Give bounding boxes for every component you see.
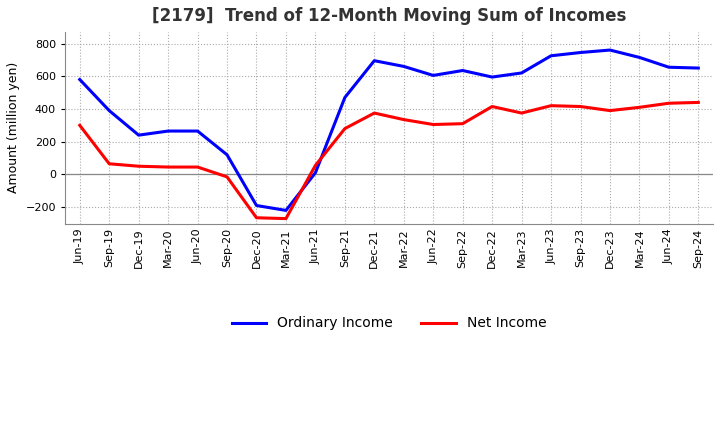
Net Income [252,215,261,220]
Title: [2179]  Trend of 12-Month Moving Sum of Incomes: [2179] Trend of 12-Month Moving Sum of I… [152,7,626,25]
Y-axis label: Amount (million yen): Amount (million yen) [7,62,20,194]
Ordinary Income [252,203,261,208]
Ordinary Income [606,48,614,53]
Net Income [76,123,84,128]
Ordinary Income [635,55,644,60]
Net Income [606,108,614,113]
Net Income [517,110,526,116]
Ordinary Income [222,152,231,158]
Ordinary Income [429,73,438,78]
Net Income [311,163,320,168]
Ordinary Income [282,208,290,213]
Net Income [694,100,703,105]
Ordinary Income [400,64,408,69]
Ordinary Income [694,66,703,71]
Ordinary Income [370,58,379,63]
Ordinary Income [341,95,349,100]
Ordinary Income [135,132,143,138]
Net Income [400,117,408,122]
Net Income [546,103,555,108]
Legend: Ordinary Income, Net Income: Ordinary Income, Net Income [226,311,552,336]
Net Income [341,126,349,131]
Net Income [665,101,673,106]
Line: Net Income: Net Income [80,103,698,219]
Ordinary Income [76,77,84,82]
Net Income [135,164,143,169]
Ordinary Income [164,128,173,134]
Ordinary Income [576,50,585,55]
Net Income [105,161,114,166]
Net Income [370,110,379,116]
Net Income [459,121,467,126]
Net Income [282,216,290,221]
Net Income [164,165,173,170]
Net Income [576,104,585,109]
Net Income [193,165,202,170]
Ordinary Income [193,128,202,134]
Line: Ordinary Income: Ordinary Income [80,50,698,210]
Net Income [635,105,644,110]
Ordinary Income [546,53,555,59]
Ordinary Income [517,70,526,76]
Ordinary Income [488,74,497,80]
Ordinary Income [105,108,114,113]
Net Income [222,174,231,180]
Ordinary Income [665,65,673,70]
Ordinary Income [459,68,467,73]
Ordinary Income [311,170,320,176]
Net Income [488,104,497,109]
Net Income [429,122,438,127]
